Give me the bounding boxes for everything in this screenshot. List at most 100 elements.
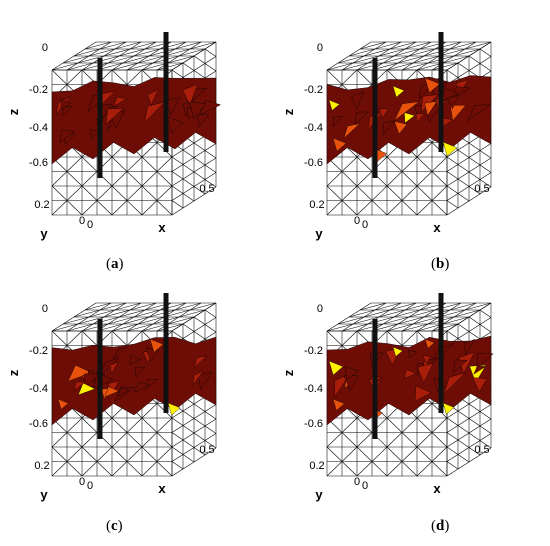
panel-b: 0 -0.2 -0.4 -0.6 z 0 0.5 x 0.2 0 y (b) — [275, 0, 550, 273]
z-tick-label: -0.6 — [304, 418, 323, 430]
mesh-plot-a: 0 -0.2 -0.4 -0.6 z 0 0.5 x 0.2 0 y — [6, 32, 222, 241]
slab-facet — [197, 114, 210, 127]
slab-facet — [344, 366, 359, 381]
panel-a: 0 -0.2 -0.4 -0.6 z 0 0.5 x 0.2 0 y (a) — [0, 0, 275, 273]
slab-facet — [333, 116, 344, 128]
slab-facet — [104, 386, 120, 398]
hot-facet — [424, 338, 435, 349]
slab-facet — [415, 113, 426, 123]
hot-facet — [392, 85, 405, 98]
slab-facet — [117, 387, 130, 397]
hot-facet — [442, 141, 458, 157]
y-tick-label: 0.2 — [309, 460, 324, 472]
y-tick-label: 0.2 — [34, 460, 49, 472]
y-tick-label: 0.2 — [34, 199, 49, 211]
x-tick-label: 0.5 — [474, 183, 489, 195]
electrode-left — [97, 58, 103, 178]
slab-facet — [404, 112, 415, 124]
slab-facet — [62, 106, 73, 117]
z-tick-label: -0.2 — [29, 84, 48, 96]
hot-facet — [392, 346, 403, 357]
slab-facet — [134, 366, 146, 378]
z-tick-label: 0 — [42, 42, 48, 54]
slab-facet — [379, 108, 389, 119]
slab-facet — [60, 98, 72, 110]
hot-facet — [332, 398, 345, 411]
slab-facet — [105, 108, 124, 125]
slab-facet — [414, 104, 424, 114]
slab-facet — [144, 101, 166, 124]
caption-d: (d) — [431, 518, 450, 534]
slab-facet — [77, 382, 96, 396]
slab-facet — [443, 372, 467, 395]
z-tick-label: -0.2 — [29, 345, 48, 357]
slab-facet — [194, 355, 208, 369]
conductivity-slab — [326, 75, 492, 165]
z-tick-label: 0 — [42, 303, 48, 315]
slab-facet — [355, 111, 369, 125]
slab-facet — [422, 354, 431, 364]
electrode-right — [163, 293, 169, 413]
slab-facet — [403, 369, 417, 379]
z-tick-label: -0.6 — [29, 157, 48, 169]
slab-facet — [417, 363, 434, 384]
hot-facet — [167, 402, 181, 416]
z-axis-label: z — [281, 369, 296, 376]
z-tick-label: -0.2 — [304, 84, 323, 96]
caption-c: (c) — [106, 518, 123, 534]
electrode-left — [372, 319, 378, 439]
mesh-plot-b: 0 -0.2 -0.4 -0.6 z 0 0.5 x 0.2 0 y — [281, 32, 492, 241]
slab-facet — [99, 357, 119, 376]
z-axis-label: z — [6, 108, 21, 115]
slab-facet — [189, 101, 207, 119]
y-axis-label: y — [40, 487, 48, 502]
slab-facet — [114, 386, 136, 402]
y-tick-label: 0 — [354, 215, 360, 227]
x-tick-label: 0.5 — [199, 444, 214, 456]
panel-c: 0 -0.2 -0.4 -0.6 z 0 0.5 x 0.2 0 y (c) — [0, 273, 275, 546]
hot-facet — [424, 77, 441, 94]
x-tick-label: 0 — [362, 219, 368, 231]
x-tick-label: 0.5 — [199, 183, 214, 195]
x-axis-label: x — [433, 220, 441, 235]
y-tick-label: 0 — [354, 476, 360, 488]
y-axis-label: y — [315, 487, 323, 502]
z-tick-label: 0 — [317, 42, 323, 54]
y-tick-label: 0 — [79, 476, 85, 488]
slab-facet — [394, 101, 420, 121]
slab-facet — [113, 346, 128, 360]
electrodes — [97, 32, 169, 178]
slab-facet — [74, 381, 85, 392]
z-tick-label: -0.4 — [304, 383, 323, 395]
slab-facet — [112, 96, 128, 108]
hot-facet — [332, 137, 347, 152]
y-tick-label: 0 — [79, 215, 85, 227]
z-tick-label: -0.4 — [304, 122, 323, 134]
slab-facet — [450, 105, 467, 122]
electrodes — [372, 293, 444, 439]
slab-facet — [192, 370, 204, 386]
z-axis-label: z — [6, 369, 21, 376]
z-tick-label: -0.6 — [304, 157, 323, 169]
slab-facet — [408, 349, 418, 359]
slab-facet — [197, 371, 213, 391]
slab-facet — [182, 83, 198, 106]
slab-facet — [147, 89, 159, 106]
slab-facet — [476, 352, 494, 370]
hot-facet — [328, 360, 344, 376]
slab-facet — [59, 129, 75, 144]
slab-facet — [166, 116, 184, 134]
slab-facet — [90, 129, 100, 139]
slab-facet — [351, 91, 364, 110]
slab-facet — [414, 385, 432, 402]
caption-a: (a) — [106, 256, 124, 272]
slab-facet — [145, 347, 160, 362]
electrode-left — [97, 319, 103, 439]
slab-facet — [67, 364, 92, 382]
electrode-right — [438, 32, 444, 152]
slab-body — [51, 336, 217, 426]
conductivity-slab — [326, 335, 494, 426]
x-tick-label: 0.5 — [474, 444, 489, 456]
y-axis-label: y — [40, 226, 48, 241]
slab-facet — [394, 121, 408, 135]
